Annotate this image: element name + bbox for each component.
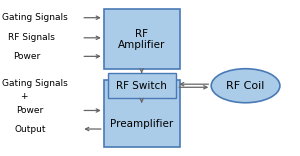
Text: Preamplifier: Preamplifier [110,119,173,129]
FancyBboxPatch shape [104,9,180,69]
Ellipse shape [211,69,280,103]
Text: Output: Output [14,124,46,134]
Text: Gating Signals: Gating Signals [2,79,68,88]
Text: RF
Amplifier: RF Amplifier [118,29,165,50]
FancyBboxPatch shape [104,80,180,147]
Text: Gating Signals: Gating Signals [2,13,68,22]
FancyBboxPatch shape [108,73,176,98]
Text: RF Coil: RF Coil [226,81,265,91]
Text: Power: Power [13,52,40,61]
Text: RF Signals: RF Signals [8,33,55,42]
Text: RF Switch: RF Switch [116,81,167,91]
Text: +: + [20,92,28,101]
Text: Power: Power [16,106,44,115]
